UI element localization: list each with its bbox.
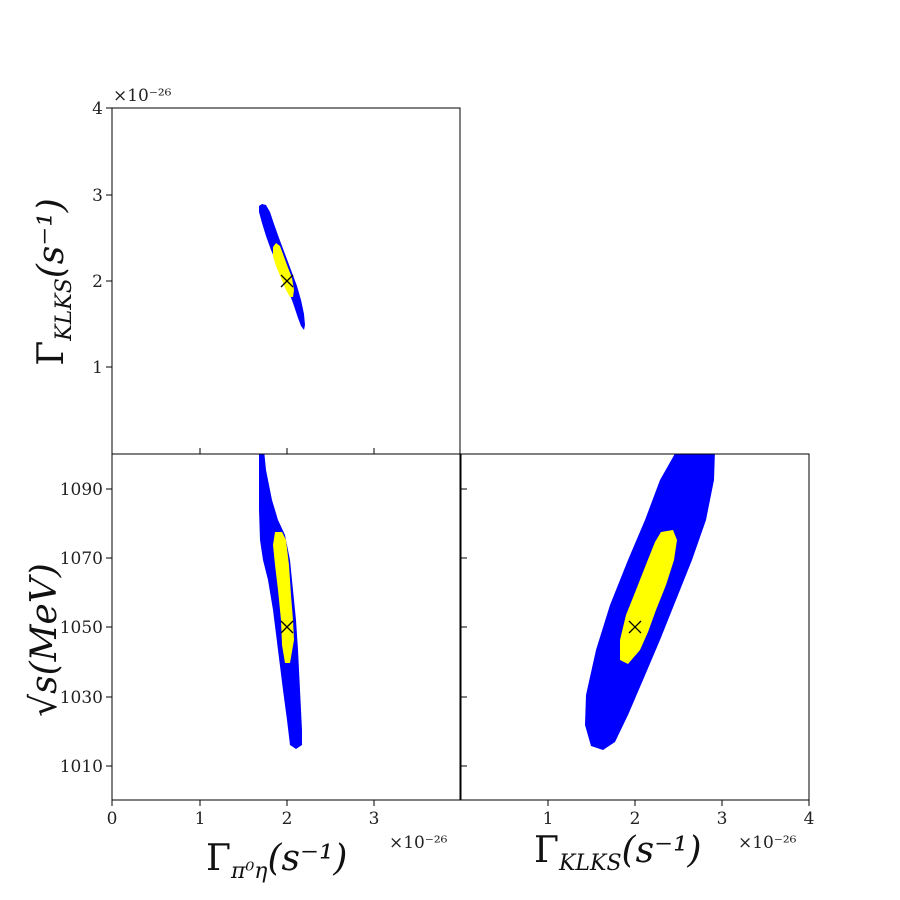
panel-top-left: 1 2 3 4 ×10⁻²⁶ ΓKLKS(s⁻¹) bbox=[31, 86, 461, 455]
y-tick-label: 1050 bbox=[60, 618, 103, 638]
best-fit-marker bbox=[280, 274, 294, 288]
y-tick-label: 1010 bbox=[60, 757, 103, 777]
y-tick-label: 1090 bbox=[60, 480, 103, 500]
x-multiplier: ×10⁻²⁶ bbox=[389, 833, 448, 853]
x-tick-label: 1 bbox=[543, 809, 554, 829]
y-tick-label: 4 bbox=[92, 99, 103, 119]
x-tick-label: 4 bbox=[804, 809, 815, 829]
y-tick-label: 1030 bbox=[60, 688, 103, 708]
inner-contour-region bbox=[620, 530, 677, 664]
y-tick-label: 2 bbox=[92, 272, 103, 292]
panel-bottom-right: 1 2 3 4 ×10⁻²⁶ ΓKLKS(s⁻¹) bbox=[460, 453, 815, 876]
inner-contour-region bbox=[273, 532, 294, 663]
y-tick-label: 1070 bbox=[60, 549, 103, 569]
y-axis-label: √s(MeV) bbox=[24, 563, 65, 717]
x-axis-label: ΓKLKS(s⁻¹) bbox=[534, 830, 702, 876]
y-axis-label: ΓKLKS(s⁻¹) bbox=[31, 198, 77, 366]
x-axis-label: Γπ⁰η(s⁻¹) bbox=[206, 838, 347, 884]
x-multiplier: ×10⁻²⁶ bbox=[738, 833, 797, 853]
x-tick-label: 1 bbox=[195, 809, 206, 829]
best-fit-marker bbox=[280, 620, 294, 634]
x-tick-label: 0 bbox=[107, 809, 118, 829]
x-tick-label: 2 bbox=[630, 809, 641, 829]
x-tick-label: 3 bbox=[717, 809, 728, 829]
y-tick-label: 1 bbox=[92, 358, 103, 378]
y-multiplier: ×10⁻²⁶ bbox=[113, 86, 172, 106]
x-tick-label: 3 bbox=[369, 809, 380, 829]
axis-ticks bbox=[106, 488, 375, 806]
panel-bottom-left: 1010 1030 1050 1070 1090 0 1 2 3 ×10⁻²⁶ … bbox=[24, 453, 461, 884]
y-tick-label: 3 bbox=[92, 186, 103, 206]
axis-ticks bbox=[461, 488, 810, 806]
y-ticks bbox=[106, 107, 375, 454]
x-tick-label: 2 bbox=[282, 809, 293, 829]
best-fit-marker bbox=[628, 620, 642, 634]
